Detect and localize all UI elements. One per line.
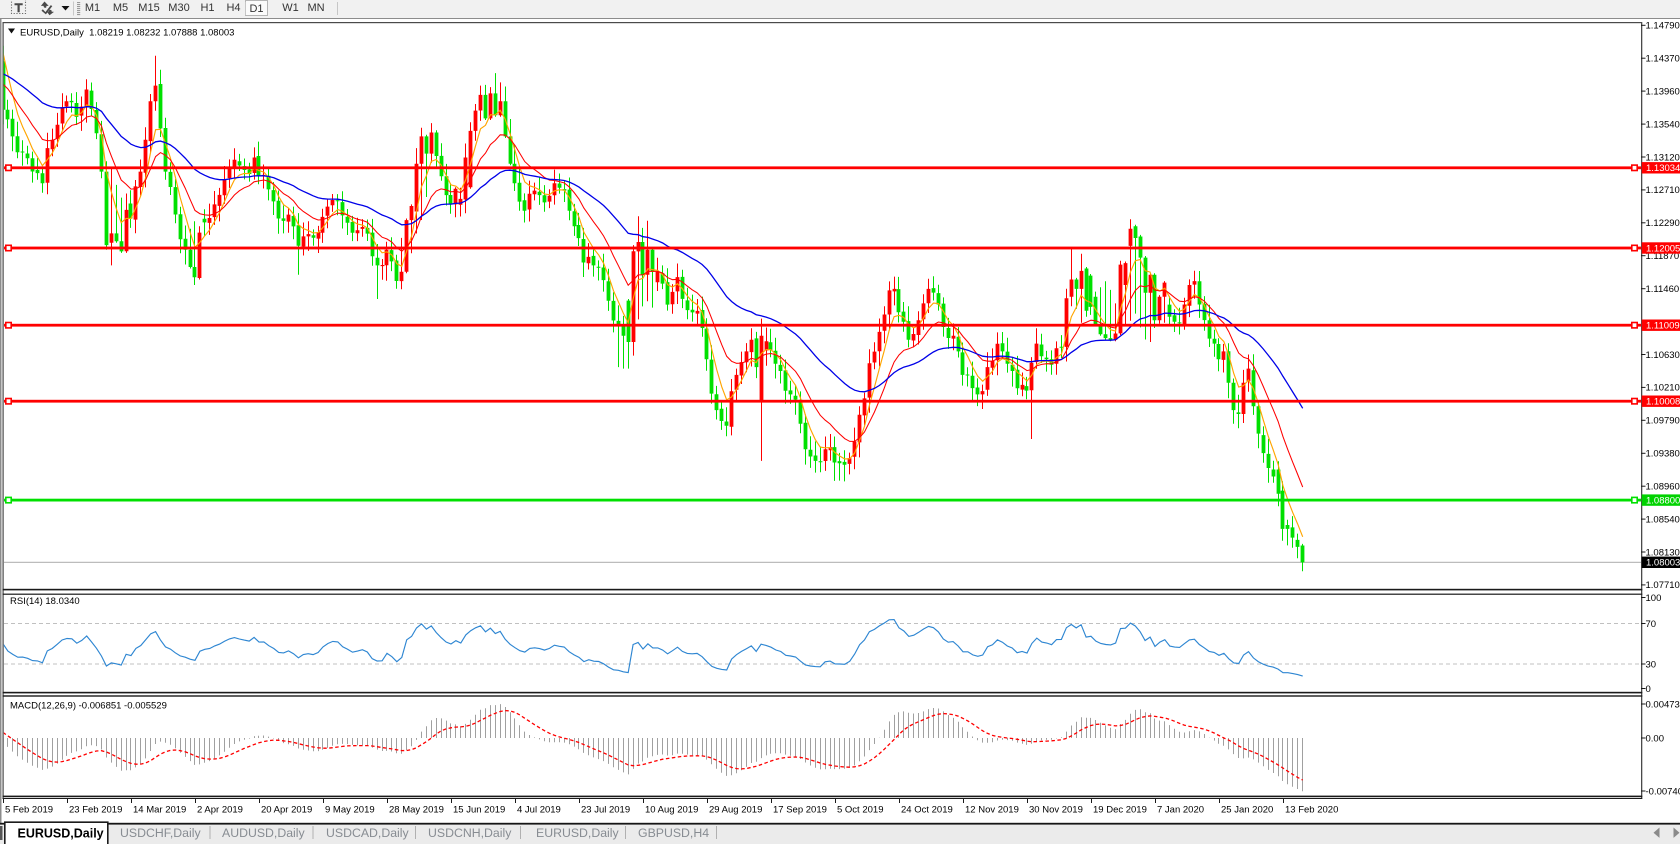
svg-text:1.10630: 1.10630 — [1646, 350, 1680, 361]
svg-text:1.14790: 1.14790 — [1646, 21, 1680, 32]
svg-text:1.10210: 1.10210 — [1646, 383, 1680, 394]
svg-text:2 Apr 2019: 2 Apr 2019 — [197, 805, 243, 816]
svg-text:29 Aug 2019: 29 Aug 2019 — [709, 805, 762, 816]
svg-text:15 Jun 2019: 15 Jun 2019 — [453, 805, 505, 816]
svg-text:RSI(14) 18.0340: RSI(14) 18.0340 — [10, 596, 80, 607]
svg-text:USDCNH,Daily: USDCNH,Daily — [428, 826, 512, 840]
svg-text:70: 70 — [1646, 619, 1657, 630]
svg-text:5 Feb 2019: 5 Feb 2019 — [5, 805, 53, 816]
svg-text:4 Jul 2019: 4 Jul 2019 — [517, 805, 561, 816]
svg-text:9 May 2019: 9 May 2019 — [325, 805, 375, 816]
svg-text:1.11870: 1.11870 — [1646, 251, 1680, 262]
svg-text:AUDUSD,Daily: AUDUSD,Daily — [222, 826, 306, 840]
svg-text:7 Jan 2020: 7 Jan 2020 — [1157, 805, 1204, 816]
svg-text:1.07710: 1.07710 — [1646, 580, 1680, 591]
svg-text:1.08540: 1.08540 — [1646, 514, 1680, 525]
svg-text:-0.00740: -0.00740 — [1646, 786, 1680, 797]
svg-text:1.08960: 1.08960 — [1646, 482, 1680, 493]
svg-text:1.11009: 1.11009 — [1646, 321, 1680, 332]
svg-text:1.08130: 1.08130 — [1646, 547, 1680, 558]
svg-text:1.13034: 1.13034 — [1646, 163, 1680, 174]
svg-text:25 Jan 2020: 25 Jan 2020 — [1221, 805, 1273, 816]
svg-text:1.13120: 1.13120 — [1646, 152, 1680, 163]
svg-text:GBPUSD,H4: GBPUSD,H4 — [638, 826, 709, 840]
svg-text:0: 0 — [1646, 684, 1651, 695]
svg-text:1.13540: 1.13540 — [1646, 119, 1680, 130]
svg-text:14 Mar 2019: 14 Mar 2019 — [133, 805, 186, 816]
svg-text:MACD(12,26,9) -0.006851 -0.005: MACD(12,26,9) -0.006851 -0.005529 — [10, 701, 167, 712]
svg-text:23 Feb 2019: 23 Feb 2019 — [69, 805, 122, 816]
svg-text:30: 30 — [1646, 659, 1657, 670]
svg-text:1.12710: 1.12710 — [1646, 185, 1680, 196]
svg-text:EURUSD,Daily: EURUSD,Daily — [536, 826, 620, 840]
svg-text:23 Jul 2019: 23 Jul 2019 — [581, 805, 630, 816]
svg-text:1.12005: 1.12005 — [1646, 243, 1680, 254]
svg-text:12 Nov 2019: 12 Nov 2019 — [965, 805, 1019, 816]
svg-text:0.00: 0.00 — [1646, 733, 1665, 744]
svg-text:1.09790: 1.09790 — [1646, 416, 1680, 427]
svg-text:0.00473: 0.00473 — [1646, 699, 1680, 710]
svg-text:1.09380: 1.09380 — [1646, 449, 1680, 460]
svg-text:100: 100 — [1646, 593, 1662, 604]
svg-text:USDCHF,Daily: USDCHF,Daily — [120, 826, 201, 840]
svg-text:1.08800: 1.08800 — [1646, 495, 1680, 506]
svg-text:5 Oct 2019: 5 Oct 2019 — [837, 805, 883, 816]
svg-text:EURUSD,Daily 1.08219 1.08232: EURUSD,Daily 1.08219 1.08232 1.07888 1.0… — [20, 28, 234, 39]
svg-text:13 Feb 2020: 13 Feb 2020 — [1285, 805, 1338, 816]
svg-text:20 Apr 2019: 20 Apr 2019 — [261, 805, 312, 816]
svg-text:1.13960: 1.13960 — [1646, 86, 1680, 97]
svg-text:17 Sep 2019: 17 Sep 2019 — [773, 805, 827, 816]
svg-text:USDCAD,Daily: USDCAD,Daily — [326, 826, 410, 840]
svg-text:28 May 2019: 28 May 2019 — [389, 805, 444, 816]
svg-text:1.11460: 1.11460 — [1646, 284, 1680, 295]
svg-text:1.12290: 1.12290 — [1646, 218, 1680, 229]
svg-text:1.14370: 1.14370 — [1646, 54, 1680, 65]
svg-text:1.08003: 1.08003 — [1646, 558, 1680, 569]
svg-text:19 Dec 2019: 19 Dec 2019 — [1093, 805, 1147, 816]
svg-text:30 Nov 2019: 30 Nov 2019 — [1029, 805, 1083, 816]
svg-text:10 Aug 2019: 10 Aug 2019 — [645, 805, 698, 816]
svg-text:1.10008: 1.10008 — [1646, 397, 1680, 408]
svg-text:EURUSD,Daily: EURUSD,Daily — [18, 827, 104, 841]
svg-text:24 Oct 2019: 24 Oct 2019 — [901, 805, 953, 816]
